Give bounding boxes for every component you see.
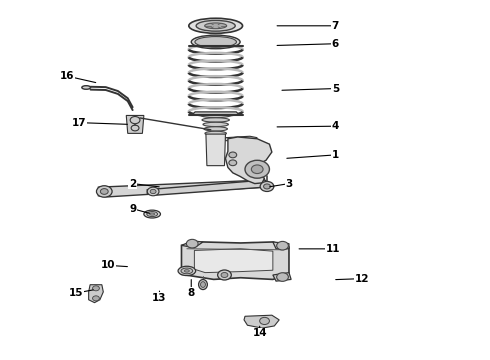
Circle shape (277, 242, 289, 250)
Polygon shape (195, 249, 273, 273)
Ellipse shape (198, 279, 207, 289)
Circle shape (245, 160, 270, 178)
Circle shape (251, 165, 263, 174)
Text: 3: 3 (285, 179, 293, 189)
Text: 7: 7 (332, 21, 339, 31)
Text: 11: 11 (326, 244, 340, 254)
Text: 6: 6 (332, 39, 339, 49)
Polygon shape (147, 180, 270, 195)
Polygon shape (181, 241, 203, 248)
Ellipse shape (181, 268, 193, 274)
Circle shape (100, 189, 108, 194)
Text: 5: 5 (332, 84, 339, 94)
Circle shape (260, 181, 274, 192)
Ellipse shape (82, 86, 91, 89)
Polygon shape (126, 116, 144, 134)
Polygon shape (273, 242, 289, 249)
Circle shape (93, 286, 99, 291)
Text: 2: 2 (129, 179, 136, 189)
Text: 15: 15 (69, 288, 84, 298)
Polygon shape (181, 242, 289, 279)
Ellipse shape (191, 35, 240, 49)
Polygon shape (273, 273, 291, 281)
Ellipse shape (204, 127, 227, 131)
Circle shape (229, 152, 237, 158)
Circle shape (93, 296, 99, 301)
Ellipse shape (195, 37, 237, 47)
Ellipse shape (144, 210, 160, 218)
Ellipse shape (178, 266, 196, 275)
Text: 10: 10 (101, 260, 116, 270)
Circle shape (218, 270, 231, 280)
Text: 12: 12 (355, 274, 369, 284)
Ellipse shape (150, 213, 155, 215)
Text: 14: 14 (252, 328, 267, 338)
Text: 17: 17 (72, 118, 86, 128)
Circle shape (131, 125, 139, 131)
Circle shape (130, 117, 140, 124)
Circle shape (147, 187, 159, 196)
Ellipse shape (203, 122, 228, 127)
Polygon shape (225, 137, 272, 184)
Polygon shape (98, 180, 270, 197)
Text: 16: 16 (59, 71, 74, 81)
Polygon shape (206, 134, 225, 166)
Ellipse shape (200, 282, 205, 287)
Ellipse shape (147, 212, 158, 217)
Polygon shape (228, 38, 236, 42)
Ellipse shape (205, 131, 226, 135)
Ellipse shape (189, 18, 243, 33)
Circle shape (150, 189, 156, 194)
Text: 9: 9 (129, 204, 136, 214)
Polygon shape (89, 285, 103, 303)
Polygon shape (244, 315, 279, 328)
Circle shape (221, 273, 228, 278)
Ellipse shape (196, 21, 235, 31)
Polygon shape (192, 112, 239, 115)
Circle shape (264, 184, 270, 189)
Text: 1: 1 (332, 150, 339, 160)
Polygon shape (195, 38, 203, 42)
Ellipse shape (201, 113, 230, 118)
Text: 13: 13 (152, 293, 167, 303)
Circle shape (186, 239, 198, 248)
Text: 8: 8 (188, 288, 195, 298)
Ellipse shape (184, 270, 189, 272)
Circle shape (97, 186, 112, 197)
Ellipse shape (202, 118, 229, 122)
Text: 4: 4 (332, 121, 339, 131)
Ellipse shape (205, 23, 227, 29)
Circle shape (229, 160, 237, 166)
Polygon shape (224, 136, 257, 141)
Circle shape (277, 273, 289, 282)
Circle shape (260, 318, 270, 324)
